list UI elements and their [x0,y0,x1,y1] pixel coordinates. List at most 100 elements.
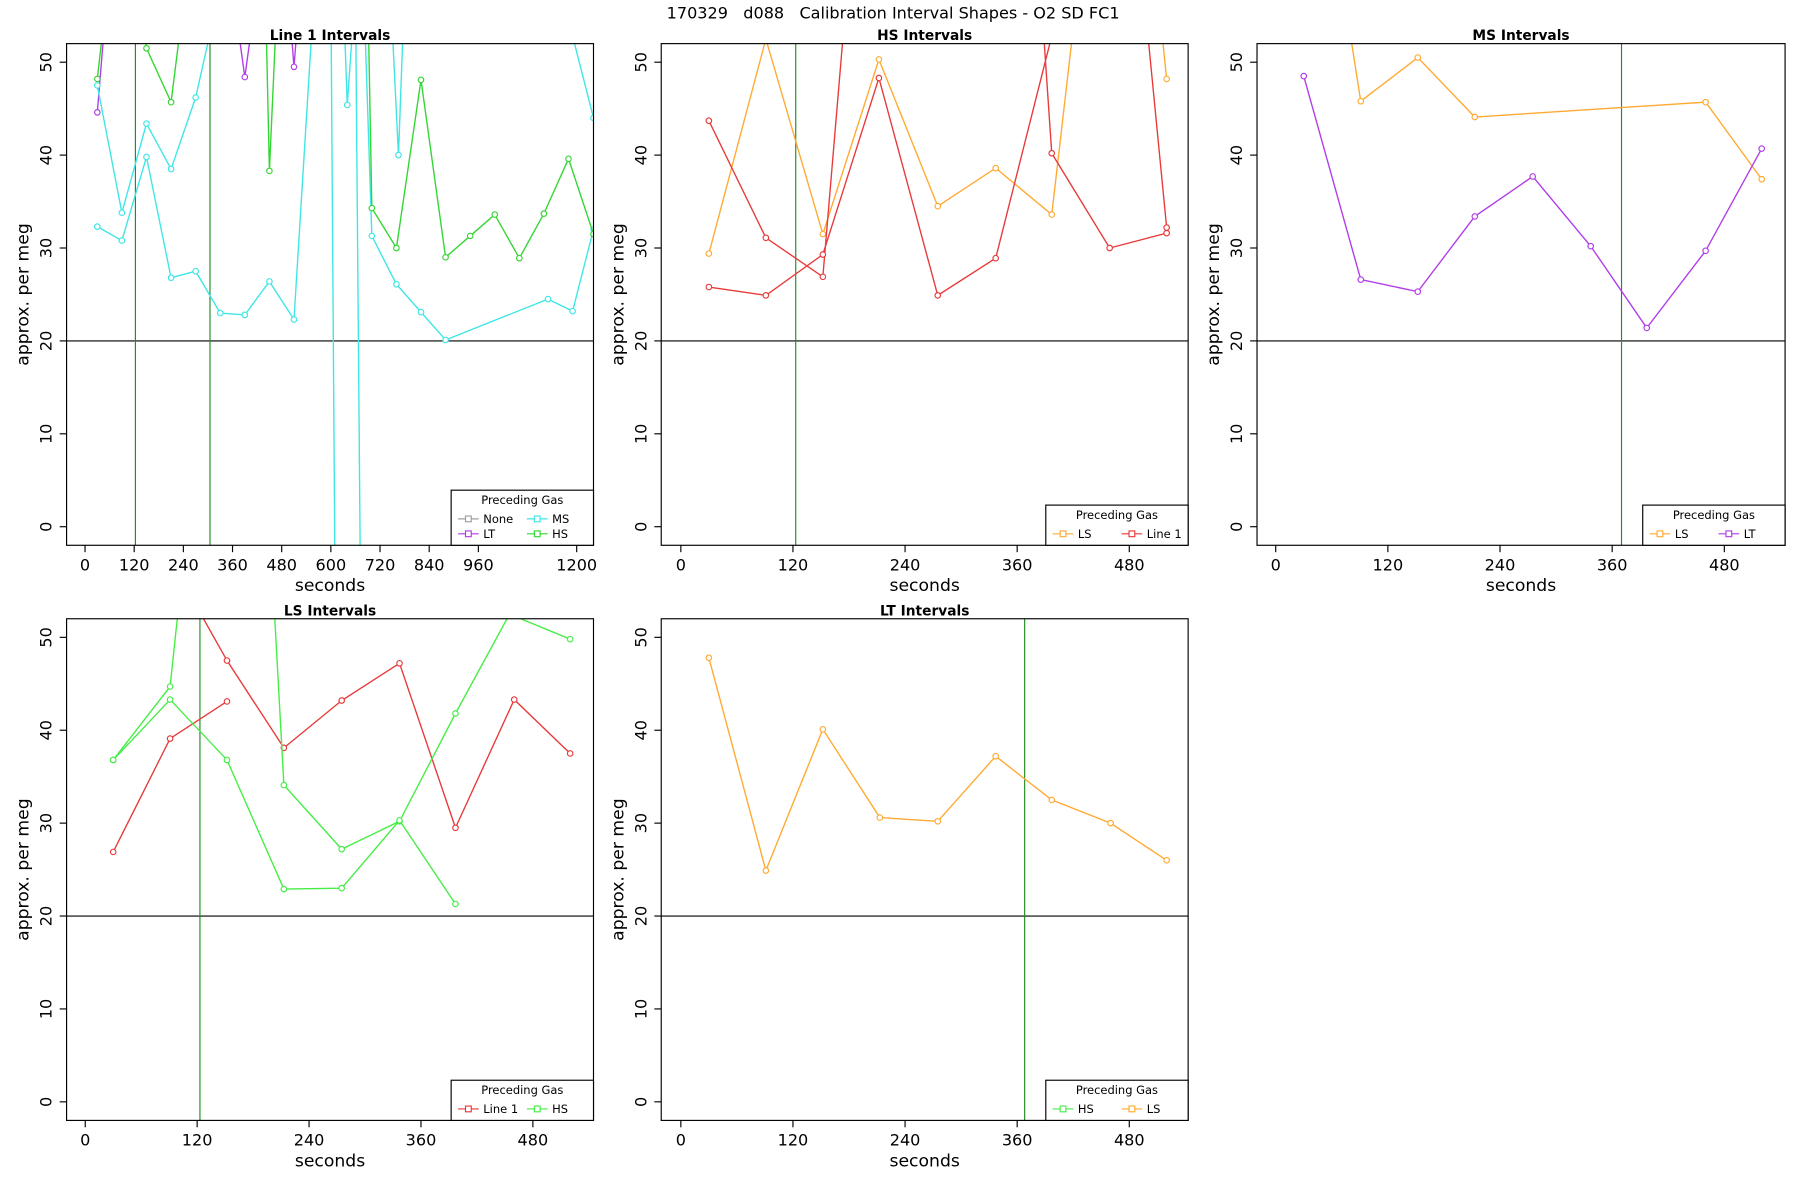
data-point [452,824,459,832]
y-tick-label: 20 [1227,331,1246,351]
data-point [875,56,883,63]
legend-marker [464,515,472,523]
data-point [1702,247,1709,255]
x-axis-label: seconds [890,576,960,596]
x-tick-label: 360 [1597,556,1628,575]
data-point [166,683,174,690]
x-tick-label: 120 [778,556,809,575]
panel: LT Intervals 0 120 240 360 480 0 10 20 30 40 50 seco… [608,603,1189,1171]
data-point [192,94,199,101]
legend-box [450,489,595,546]
x-tick-label: 720 [365,556,396,575]
data-point [395,151,402,159]
data-point [396,660,403,667]
data-point [1048,211,1056,218]
plot-area [661,43,1189,546]
y-tick-label: 20 [37,331,56,351]
y-tick-label: 40 [37,145,56,165]
data-point [143,44,150,52]
data-point [338,697,346,704]
data-point [705,117,713,125]
x-tick-label: 360 [1002,556,1033,575]
legend-label: Line 1 [483,1102,518,1116]
y-tick-label: 20 [631,331,650,351]
data-point [1643,324,1651,332]
data-point [338,845,346,853]
legend-marker [464,1105,472,1113]
data-point [290,63,298,71]
series-line [96,43,594,260]
panel-title: HS Intervals [877,28,972,44]
y-tick-label: 50 [1227,52,1246,72]
y-axis-label: approx. per meg [608,798,628,940]
data-point [762,867,770,874]
x-tick-label: 240 [890,1131,921,1150]
panel-title: MS Intervals [1472,28,1569,44]
legend: Preceding Gas LS LT [1642,504,1786,546]
data-point [1702,98,1709,106]
x-tick-label: 120 [778,1131,809,1150]
data-point [705,283,713,291]
x-tick-label: 0 [676,556,686,575]
legend-marker [1128,530,1136,538]
y-tick-label: 30 [631,813,650,833]
y-tick-label: 10 [631,424,650,444]
data-point [1106,244,1113,252]
legend-label: HS [1078,1102,1094,1116]
y-tick-label: 50 [631,52,650,72]
y-tick-label: 10 [37,999,56,1019]
x-tick-label: 960 [463,556,494,575]
legend: Preceding Gas Line 1 HS [450,1079,595,1121]
x-tick-label: 480 [1709,556,1740,575]
data-point [507,611,513,617]
data-point [358,570,364,576]
data-point [819,251,827,258]
legend: Preceding Gas HS LS [1045,1079,1189,1121]
plot-area [1257,43,1786,546]
data-point [143,153,150,161]
panel: HS Intervals 0 120 240 360 480 0 10 20 30 40 50 seco… [608,28,1189,596]
data-point [343,101,351,109]
data-point [1300,72,1308,80]
x-tick-label: 240 [890,556,921,575]
legend-marker [1128,1105,1136,1113]
data-point [540,210,548,217]
data-point [192,267,199,275]
data-point [166,735,174,742]
y-tick-label: 50 [37,627,56,647]
main-title: 170329 d088 Calibration Interval Shapes … [667,3,1120,22]
y-axis-label: approx. per meg [608,223,628,365]
plot-frame [66,618,595,1121]
data-point [819,230,827,238]
data-point [1587,242,1595,250]
legend-marker [533,530,541,538]
data-point [1357,97,1365,105]
y-tick-label: 0 [631,522,650,532]
data-point [1529,173,1537,180]
panel: Line 1 Intervals 0 120 240 360 480 600 720 840 96… [14,28,597,596]
legend-label: LS [1147,1102,1161,1116]
data-point [290,316,298,323]
legend-marker [464,530,472,538]
legend-title: Preceding Gas [1673,508,1755,522]
y-axis-label: approx. per meg [14,798,34,940]
x-tick-label: 120 [1373,556,1404,575]
data-point [544,295,552,303]
data-point [705,654,713,662]
data-point [566,750,574,757]
data-point [1758,145,1766,152]
data-point [185,588,191,594]
x-tick-label: 360 [217,556,248,575]
legend-label: MS [552,512,569,526]
data-point [368,204,376,212]
legend-marker [1656,530,1664,538]
legend-title: Preceding Gas [1076,1083,1158,1097]
plot-area [66,43,594,576]
legend-label: LS [1078,527,1092,541]
y-tick-label: 40 [631,145,650,165]
y-tick-label: 30 [37,238,56,258]
x-tick-label: 0 [1271,556,1281,575]
data-point [1758,175,1766,183]
